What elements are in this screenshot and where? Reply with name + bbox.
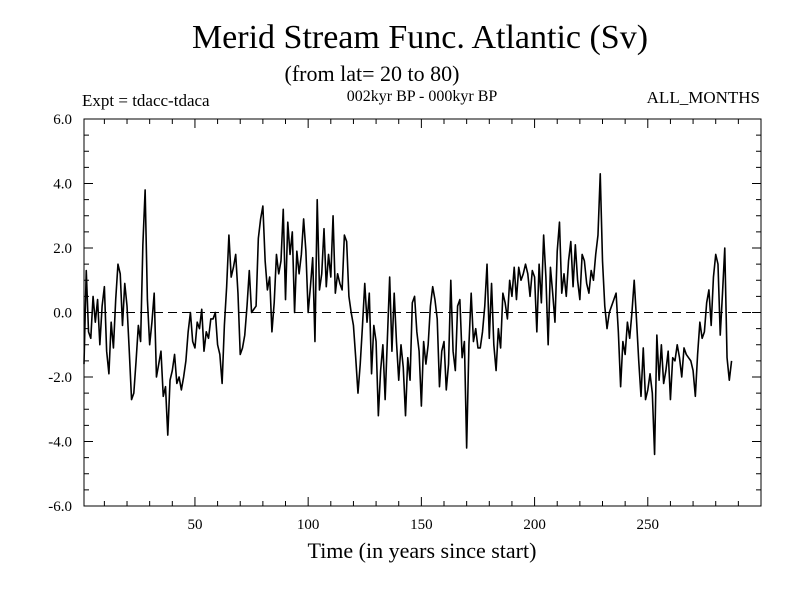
y-tick-label: -4.0 (48, 435, 72, 451)
y-tick-label: 4.0 (53, 177, 72, 193)
x-tick-labels: 50 100 150 200 250 (187, 517, 659, 533)
x-tick-label: 150 (410, 517, 433, 533)
y-tick-label: 0.0 (53, 306, 72, 322)
y-axis (84, 118, 761, 507)
x-tick-label: 50 (187, 517, 202, 533)
y-tick-label: 6.0 (53, 112, 72, 128)
y-tick-label: -6.0 (48, 499, 72, 515)
y-tick-label: -2.0 (48, 370, 72, 386)
experiment-label: Expt = tdacc-tdaca (82, 91, 210, 110)
series-line (83, 173, 733, 456)
x-axis (103, 119, 739, 506)
x-tick-label: 250 (637, 517, 660, 533)
plot-area (83, 118, 762, 507)
period-label: 002kyr BP - 000kyr BP (347, 88, 498, 105)
chart-title: Merid Stream Func. Atlantic (Sv) (192, 19, 648, 56)
y-tick-label: 2.0 (53, 241, 72, 257)
x-tick-label: 100 (297, 517, 320, 533)
months-label: ALL_MONTHS (647, 88, 760, 107)
chart-subtitle: (from lat= 20 to 80) (285, 61, 460, 86)
y-tick-labels: -6.0 -4.0 -2.0 0.0 2.0 4.0 6.0 (48, 112, 72, 515)
x-tick-label: 200 (523, 517, 546, 533)
x-axis-label: Time (in years since start) (308, 538, 537, 563)
